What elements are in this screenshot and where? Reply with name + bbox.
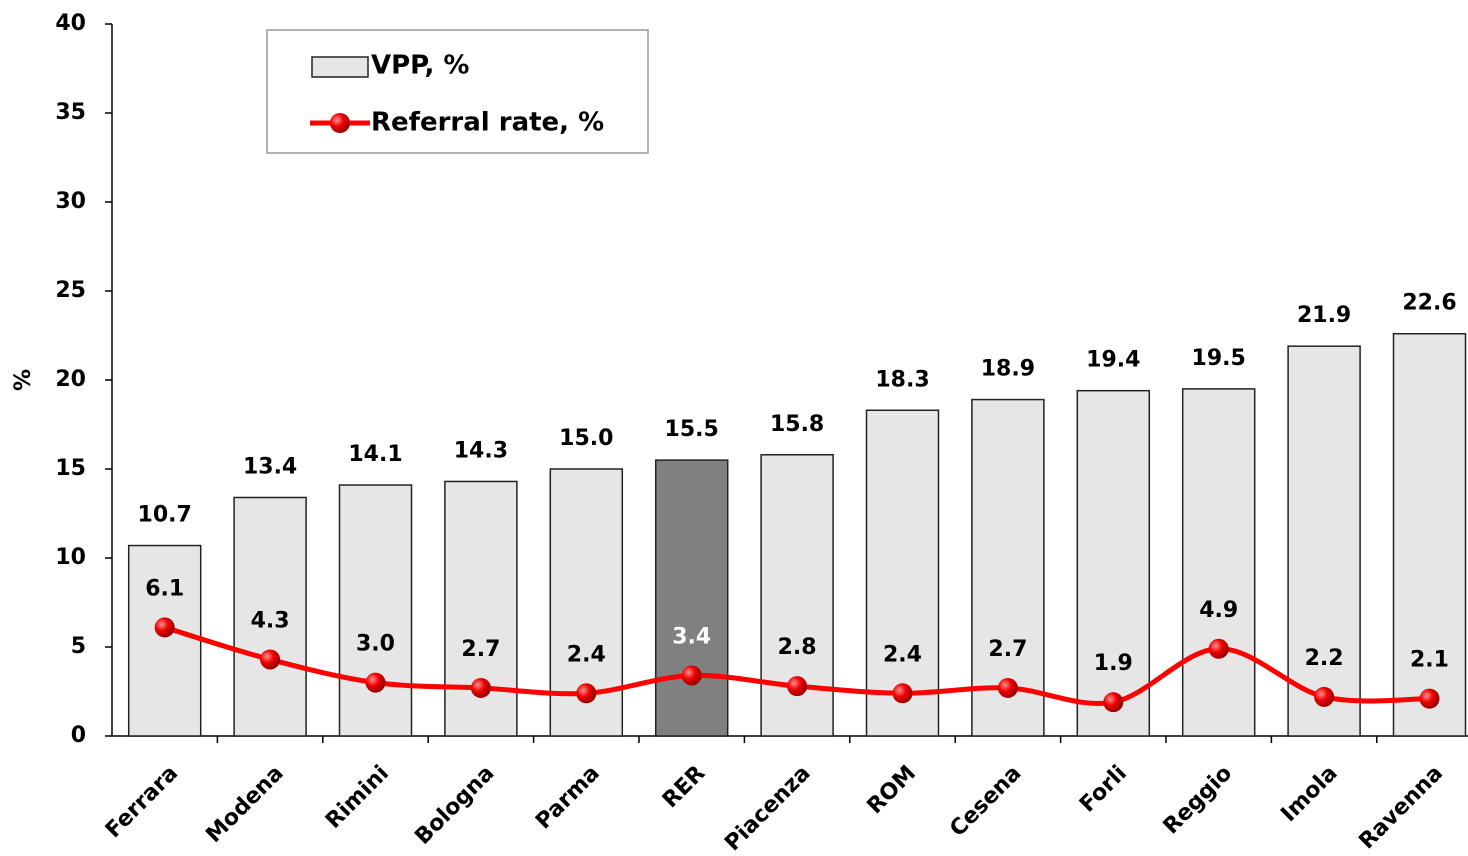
y-tick-label: 40 [55, 11, 86, 36]
bar [1076, 389, 1151, 737]
line-value-label: 6.1 [145, 576, 184, 601]
bar-value-label: 15.8 [770, 412, 824, 437]
bar [654, 459, 729, 737]
line-value-label: 2.7 [461, 637, 500, 662]
y-tick-label: 10 [55, 545, 86, 570]
y-tick-label: 20 [55, 367, 86, 392]
y-tick-label: 35 [55, 100, 86, 125]
legend-marker [330, 113, 350, 133]
bar-value-label: 18.3 [875, 367, 929, 392]
y-tick-label: 25 [55, 278, 86, 303]
line-value-label: 2.2 [1305, 646, 1344, 671]
line-marker [260, 649, 281, 670]
x-tick-label: ROM [863, 761, 921, 819]
line-value-label: 3.4 [672, 624, 711, 649]
legend-label: Referral rate, % [371, 108, 604, 138]
line-marker [892, 683, 913, 704]
bar-value-label: 15.0 [559, 426, 613, 451]
line-marker [576, 683, 597, 704]
legend-swatch [311, 56, 369, 78]
bar [1287, 345, 1361, 737]
x-tick-label: Piacenza [720, 761, 815, 856]
line-value-label: 2.7 [988, 637, 1027, 662]
line-marker [470, 677, 491, 698]
x-tick-label: Cesena [945, 761, 1026, 842]
bar-value-label: 21.9 [1297, 303, 1351, 328]
bar [127, 544, 202, 737]
y-axis-label: % [11, 369, 36, 391]
y-tick-label: 0 [71, 723, 86, 748]
bar-value-label: 15.5 [665, 417, 719, 442]
bar-value-label: 22.6 [1402, 291, 1456, 316]
line-value-label: 1.9 [1094, 651, 1133, 676]
bar [233, 496, 307, 737]
line-value-label: 4.3 [251, 608, 290, 633]
bar-value-label: 14.3 [454, 438, 508, 463]
line-value-label: 2.4 [567, 642, 606, 667]
x-tick-label: Modena [201, 761, 288, 848]
line-marker [787, 676, 808, 697]
bar [1181, 388, 1256, 737]
bar-value-label: 19.4 [1086, 348, 1140, 373]
bar-value-label: 18.9 [981, 357, 1035, 382]
bar-value-label: 19.5 [1192, 346, 1246, 371]
x-tick-label: Rimini [321, 761, 394, 834]
bar [1392, 332, 1467, 737]
x-tick-label: Parma [531, 761, 605, 835]
line-marker [1103, 692, 1124, 713]
x-tick-label: Ravenna [1354, 761, 1447, 854]
y-tick-label: 30 [55, 189, 86, 214]
line-value-label: 4.9 [1199, 598, 1238, 623]
bar-value-label: 13.4 [243, 454, 297, 479]
line-marker [681, 665, 702, 686]
bar [338, 484, 413, 737]
line-marker [154, 617, 175, 638]
bar-value-label: 14.1 [348, 442, 402, 467]
y-tick-label: 15 [55, 456, 86, 481]
line-marker [365, 672, 386, 693]
x-tick-label: RER [658, 761, 710, 813]
line-value-label: 2.1 [1410, 648, 1449, 673]
legend-box [266, 29, 649, 154]
bar [865, 409, 940, 737]
x-tick-label: Imola [1276, 761, 1342, 827]
line-value-label: 2.4 [883, 642, 922, 667]
x-tick-label: Bologna [410, 761, 499, 850]
x-tick-label: Ferrara [101, 761, 183, 843]
line-marker [997, 677, 1018, 698]
x-tick-label: Reggio [1159, 761, 1237, 839]
line-value-label: 2.8 [778, 635, 817, 660]
x-tick-label: Forli [1075, 761, 1132, 818]
line-value-label: 3.0 [356, 632, 395, 657]
bar-value-label: 10.7 [138, 503, 192, 528]
line-marker [1419, 688, 1440, 709]
y-tick-label: 5 [71, 634, 86, 659]
line-marker [1314, 686, 1335, 707]
legend-label: VPP, % [371, 51, 469, 81]
line-marker [1208, 638, 1229, 659]
